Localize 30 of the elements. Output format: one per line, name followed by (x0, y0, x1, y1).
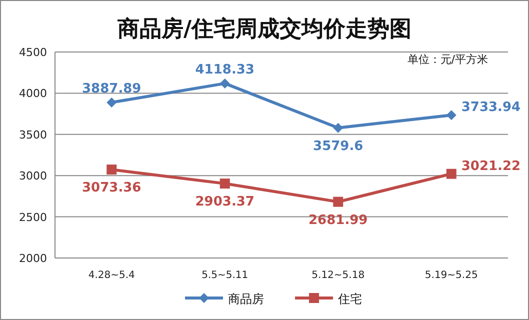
x-tick-label: 5.19~5.25 (424, 270, 478, 281)
data-label: 3579.6 (313, 138, 364, 154)
x-tick-label: 5.5~5.11 (202, 270, 248, 281)
y-tick-label: 3000 (19, 170, 47, 183)
point (446, 168, 456, 179)
data-label: 3887.89 (82, 81, 142, 96)
point (446, 110, 456, 120)
point (106, 97, 117, 108)
legend-label: 商品房 (228, 292, 264, 306)
y-tick-label: 3500 (19, 128, 47, 142)
point (333, 196, 344, 207)
y-tick-label: 2000 (19, 252, 47, 265)
annotation: 单位：元/平方米 (407, 53, 488, 66)
data-label: 3021.22 (461, 158, 521, 174)
data-label: 4118.33 (195, 62, 254, 78)
y-tick-label: 4500 (19, 46, 47, 59)
chart-title: 商品房/住宅周成交均价走势图 (116, 16, 412, 42)
data-label: 2681.99 (308, 212, 368, 228)
point (220, 78, 230, 88)
point (220, 178, 230, 189)
y-tick-label: 2500 (19, 210, 47, 224)
data-label: 2903.37 (195, 194, 254, 210)
data-label: 3733.94 (461, 100, 521, 116)
point (106, 164, 117, 175)
y-tick-label: 4000 (19, 87, 47, 100)
point (333, 122, 344, 133)
legend-label: 住宅 (337, 292, 362, 306)
x-tick-label: 4.28~5.4 (88, 270, 135, 281)
x-tick-label: 5.12~5.18 (312, 270, 365, 281)
data-label: 3073.36 (82, 180, 142, 196)
